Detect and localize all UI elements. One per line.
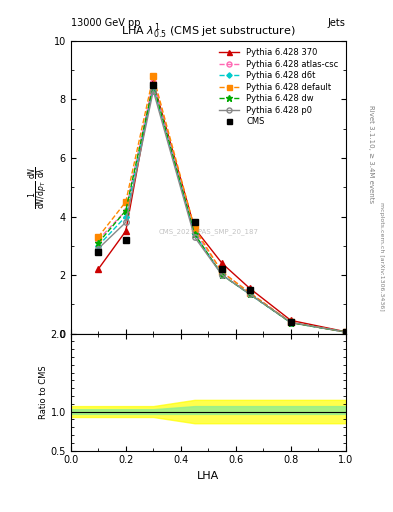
Pythia 6.428 p0 [123, 219, 128, 225]
Pythia 6.428 370 [192, 225, 197, 231]
Pythia 6.428 atlas-csc [247, 289, 252, 295]
Pythia 6.428 370 [96, 266, 101, 272]
Pythia 6.428 d6t [220, 272, 224, 278]
Pythia 6.428 default [123, 199, 128, 205]
Y-axis label: Ratio to CMS: Ratio to CMS [39, 365, 48, 419]
Pythia 6.428 d6t [288, 319, 293, 326]
Pythia 6.428 d6t [343, 329, 348, 335]
Pythia 6.428 default [192, 225, 197, 231]
Pythia 6.428 atlas-csc [123, 207, 128, 214]
Pythia 6.428 atlas-csc [96, 237, 101, 243]
CMS [96, 248, 101, 254]
Text: Rivet 3.1.10, ≥ 3.4M events: Rivet 3.1.10, ≥ 3.4M events [368, 104, 375, 203]
Pythia 6.428 atlas-csc [151, 79, 156, 85]
Pythia 6.428 p0 [96, 246, 101, 252]
Pythia 6.428 default [96, 234, 101, 240]
Y-axis label: $\frac{1}{\mathrm{d}N/\mathrm{d}p_T}\,\frac{\mathrm{d}N}{\mathrm{d}\lambda}$: $\frac{1}{\mathrm{d}N/\mathrm{d}p_T}\,\f… [27, 166, 51, 208]
Text: CMS_2021_PAS_SMP_20_187: CMS_2021_PAS_SMP_20_187 [158, 228, 258, 234]
X-axis label: LHA: LHA [197, 471, 219, 481]
Pythia 6.428 370 [343, 329, 348, 335]
Line: Pythia 6.428 370: Pythia 6.428 370 [95, 79, 349, 334]
Pythia 6.428 370 [123, 228, 128, 234]
Pythia 6.428 p0 [247, 291, 252, 297]
Text: Jets: Jets [328, 18, 346, 28]
Legend: Pythia 6.428 370, Pythia 6.428 atlas-csc, Pythia 6.428 d6t, Pythia 6.428 default: Pythia 6.428 370, Pythia 6.428 atlas-csc… [215, 45, 342, 130]
Pythia 6.428 d6t [247, 291, 252, 297]
CMS [247, 287, 252, 293]
CMS [123, 237, 128, 243]
Pythia 6.428 370 [151, 79, 156, 85]
CMS [343, 329, 348, 335]
Pythia 6.428 default [151, 73, 156, 79]
Pythia 6.428 atlas-csc [220, 269, 224, 275]
Pythia 6.428 dw [288, 319, 293, 326]
Pythia 6.428 default [288, 319, 293, 326]
Line: Pythia 6.428 atlas-csc: Pythia 6.428 atlas-csc [95, 79, 349, 335]
Pythia 6.428 370 [247, 285, 252, 291]
Pythia 6.428 dw [96, 240, 101, 246]
Pythia 6.428 p0 [343, 329, 348, 335]
Pythia 6.428 d6t [192, 231, 197, 237]
Pythia 6.428 370 [220, 260, 224, 266]
Pythia 6.428 default [247, 289, 252, 295]
Title: LHA $\lambda^{1}_{0.5}$ (CMS jet substructure): LHA $\lambda^{1}_{0.5}$ (CMS jet substru… [121, 22, 296, 41]
CMS [151, 82, 156, 88]
Pythia 6.428 atlas-csc [192, 228, 197, 234]
Pythia 6.428 dw [247, 291, 252, 297]
Pythia 6.428 dw [220, 272, 224, 278]
Pythia 6.428 dw [151, 82, 156, 88]
Pythia 6.428 dw [192, 231, 197, 237]
Pythia 6.428 d6t [151, 84, 156, 91]
Line: Pythia 6.428 d6t: Pythia 6.428 d6t [96, 86, 348, 334]
Pythia 6.428 370 [288, 317, 293, 324]
Text: mcplots.cern.ch [arXiv:1306.3436]: mcplots.cern.ch [arXiv:1306.3436] [379, 202, 384, 310]
CMS [220, 266, 224, 272]
Text: 13000 GeV pp: 13000 GeV pp [71, 18, 140, 28]
Line: Pythia 6.428 default: Pythia 6.428 default [95, 73, 349, 335]
Pythia 6.428 d6t [123, 214, 128, 220]
Line: CMS: CMS [95, 82, 349, 335]
CMS [192, 219, 197, 225]
Pythia 6.428 p0 [288, 319, 293, 326]
Pythia 6.428 atlas-csc [343, 329, 348, 335]
Pythia 6.428 dw [343, 329, 348, 335]
Line: Pythia 6.428 p0: Pythia 6.428 p0 [95, 88, 349, 335]
Line: Pythia 6.428 dw: Pythia 6.428 dw [95, 81, 349, 335]
Pythia 6.428 default [220, 269, 224, 275]
Pythia 6.428 p0 [220, 272, 224, 278]
Pythia 6.428 dw [123, 207, 128, 214]
Pythia 6.428 d6t [96, 243, 101, 249]
Pythia 6.428 default [343, 329, 348, 335]
Pythia 6.428 p0 [192, 234, 197, 240]
Pythia 6.428 p0 [151, 88, 156, 94]
CMS [288, 319, 293, 325]
Pythia 6.428 atlas-csc [288, 319, 293, 326]
